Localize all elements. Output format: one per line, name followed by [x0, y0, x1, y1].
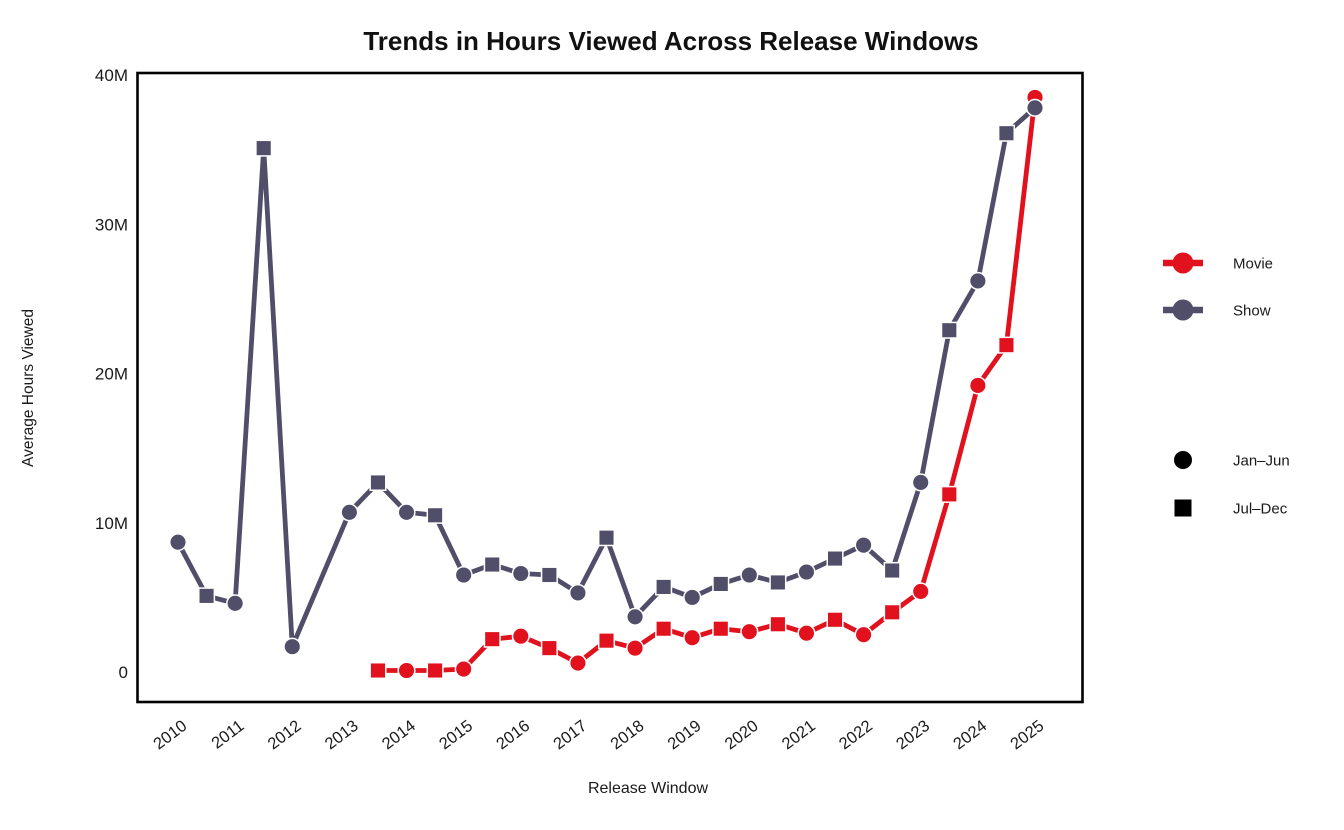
x-tick-label-2016: 2016	[493, 717, 533, 753]
movie-2014-h1-marker	[397, 661, 416, 680]
plot-frame	[136, 71, 1084, 704]
show-2021-h1-marker	[797, 562, 816, 582]
movie-2019-h1-marker	[683, 628, 702, 647]
x-tick-label-2013: 2013	[322, 717, 362, 753]
movie-2024-h1-marker	[968, 376, 987, 395]
movie-2022-h1-marker	[854, 625, 873, 644]
x-tick-label-2011: 2011	[208, 717, 247, 753]
x-tick-label-2023: 2023	[893, 717, 933, 753]
movie-2014-h2-marker	[426, 661, 444, 680]
show-2013-h2-marker	[369, 473, 387, 492]
x-tick-label-2012: 2012	[265, 717, 305, 753]
movie-2023-h2-marker	[940, 485, 958, 503]
movie-2016-h1-marker	[511, 627, 530, 646]
x-tick-label-2024: 2024	[950, 717, 990, 753]
x-tick-label-2022: 2022	[836, 717, 876, 753]
show-2017-h2-marker	[597, 529, 616, 547]
y-tick-label-40m: 40M	[95, 66, 128, 85]
show-series-line	[175, 105, 1038, 649]
x-tick-label-2019: 2019	[664, 717, 704, 753]
x-tick-label-2017: 2017	[550, 717, 590, 753]
legend-jul-dec-marker	[1174, 499, 1192, 517]
show-2019-h2-marker	[712, 575, 730, 593]
movie-2019-h2-marker	[712, 620, 730, 638]
show-2020-h2-marker	[769, 573, 787, 592]
chart-title: Trends in Hours Viewed Across Release Wi…	[363, 26, 978, 56]
x-tick-label-2020: 2020	[722, 717, 762, 753]
show-2011-h1-marker	[226, 594, 245, 613]
legend-show-marker	[1172, 299, 1194, 321]
x-tick-label-2014: 2014	[379, 717, 419, 753]
show-2023-h1-marker	[911, 473, 930, 492]
show-2024-h1-marker	[968, 271, 987, 291]
show-2013-h1-marker	[340, 503, 359, 522]
show-2018-h2-marker	[655, 578, 673, 596]
show-2012-h1-marker	[283, 637, 302, 656]
movie-2018-h1-marker	[626, 639, 645, 658]
show-2016-h1-marker	[511, 564, 530, 583]
x-tick-label-2018: 2018	[607, 717, 647, 753]
y-tick-label-0: 0	[119, 663, 128, 682]
y-tick-label-10m: 10M	[95, 514, 128, 533]
show-2010-h2-marker	[198, 587, 216, 605]
show-2025-h1-marker	[1025, 98, 1045, 117]
x-axis-label: Release Window	[588, 780, 709, 797]
show-2022-h2-marker	[883, 561, 901, 580]
movie-2021-h1-marker	[797, 624, 816, 643]
show-2017-h1-marker	[568, 583, 587, 602]
legend-jan-jun-label: Jan–Jun	[1233, 453, 1290, 470]
x-tick-label-2025: 2025	[1007, 717, 1047, 753]
show-2014-h1-marker	[397, 503, 416, 522]
legend-show-label: Show	[1233, 303, 1271, 320]
movie-2024-h2-marker	[997, 336, 1015, 354]
show-2015-h2-marker	[483, 555, 501, 574]
movie-2013-h2-marker	[369, 661, 387, 680]
show-2021-h2-marker	[826, 550, 844, 568]
y-axis-label: Average Hours Viewed	[20, 309, 37, 467]
show-2024-h2-marker	[997, 124, 1015, 142]
movie-2015-h1-marker	[454, 659, 473, 679]
show-2010-h1-marker	[168, 533, 188, 552]
legend-jul-dec-label: Jul–Dec	[1233, 501, 1288, 518]
movie-2018-h2-marker	[655, 620, 673, 638]
legend-movie-marker	[1172, 252, 1194, 274]
movie-series-line	[375, 95, 1038, 673]
movie-2017-h1-marker	[568, 653, 587, 673]
movie-2017-h2-marker	[597, 632, 616, 650]
x-tick-label-2015: 2015	[436, 717, 476, 753]
x-tick-label-2021: 2021	[779, 717, 819, 753]
movie-2023-h1-marker	[911, 582, 930, 601]
movie-2015-h2-marker	[483, 630, 501, 648]
legend-jan-jun-marker	[1174, 451, 1192, 469]
x-tick-label-2010: 2010	[150, 717, 190, 753]
movie-2021-h2-marker	[826, 611, 844, 629]
movie-2016-h2-marker	[540, 639, 558, 657]
show-2016-h2-marker	[540, 566, 558, 584]
show-2015-h1-marker	[454, 565, 473, 585]
y-tick-label-20m: 20M	[95, 365, 128, 384]
show-2011-h2-marker	[255, 139, 273, 157]
show-2020-h1-marker	[740, 565, 759, 585]
y-tick-label-30m: 30M	[95, 215, 128, 234]
movie-2022-h2-marker	[883, 603, 901, 621]
show-2014-h2-marker	[426, 506, 444, 524]
show-2023-h2-marker	[940, 321, 958, 339]
movie-2020-h2-marker	[769, 615, 787, 633]
show-2019-h1-marker	[683, 588, 702, 607]
show-2022-h1-marker	[854, 536, 873, 555]
show-2018-h1-marker	[626, 607, 645, 626]
movie-2020-h1-marker	[740, 622, 759, 641]
legend-movie-label: Movie	[1233, 256, 1273, 273]
